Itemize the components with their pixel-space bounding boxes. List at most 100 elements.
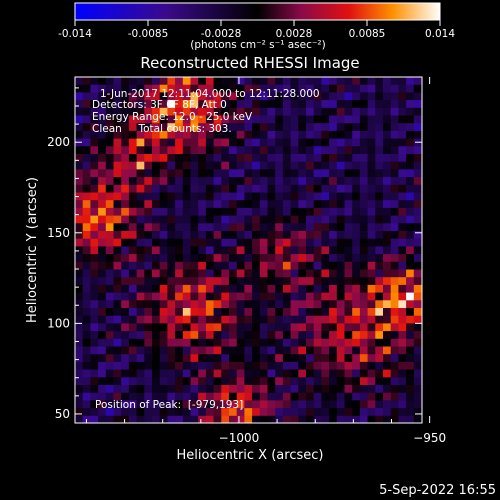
heatmap-cell xyxy=(406,392,415,401)
heatmap-cell xyxy=(267,115,276,124)
heatmap-cell xyxy=(75,154,83,162)
heatmap-cell xyxy=(252,408,261,417)
heatmap-cell xyxy=(159,415,168,423)
heatmap-cell xyxy=(352,277,361,286)
heatmap-cell xyxy=(82,323,91,332)
heatmap-cell xyxy=(105,392,114,401)
heatmap-cell xyxy=(221,369,230,378)
heatmap-cell xyxy=(229,169,237,178)
heatmap-cell xyxy=(375,92,384,101)
heatmap-cell xyxy=(398,269,407,278)
heatmap-cell xyxy=(367,100,376,109)
heatmap-cell xyxy=(390,354,399,363)
heatmap-cell xyxy=(290,92,299,101)
heatmap-cell xyxy=(252,177,261,186)
heatmap-cell xyxy=(329,238,338,247)
heatmap-cell xyxy=(367,369,376,378)
heatmap-cell xyxy=(359,184,368,193)
heatmap-cell xyxy=(198,369,207,378)
heatmap-cell xyxy=(175,115,184,124)
heatmap-cell xyxy=(390,385,399,393)
heatmap-cell xyxy=(390,369,399,378)
heatmap-cell xyxy=(221,323,230,332)
heatmap-cell xyxy=(213,107,222,116)
heatmap-cell xyxy=(398,392,407,401)
heatmap-cell xyxy=(229,246,237,255)
heatmap-cell xyxy=(383,361,391,370)
heatmap-cell xyxy=(321,146,330,155)
heatmap-cell xyxy=(406,300,415,309)
heatmap-cell xyxy=(398,115,407,124)
heatmap-cell xyxy=(375,392,384,401)
heatmap-cell xyxy=(98,408,107,417)
annotation-peak: Position of Peak: [-979,193] xyxy=(95,399,243,411)
heatmap-cell xyxy=(98,107,107,116)
heatmap-cell xyxy=(182,184,191,193)
heatmap-cell xyxy=(375,346,384,355)
heatmap-cell xyxy=(213,308,222,316)
heatmap-cell xyxy=(290,77,299,85)
heatmap-cell xyxy=(144,215,153,224)
heatmap-cell xyxy=(282,177,291,186)
heatmap-cell xyxy=(267,408,276,417)
heatmap-cell xyxy=(306,77,314,85)
heatmap-cell xyxy=(159,130,168,139)
heatmap-cell xyxy=(144,354,153,363)
heatmap-cell xyxy=(229,261,237,270)
heatmap-cell xyxy=(175,123,184,132)
heatmap-cell xyxy=(159,84,168,93)
heatmap-cell xyxy=(82,261,91,270)
heatmap-cell xyxy=(221,146,230,155)
heatmap-cell xyxy=(175,261,184,270)
heatmap-cell xyxy=(259,84,268,93)
heatmap-cell xyxy=(144,346,153,355)
heatmap-cell xyxy=(128,200,137,209)
heatmap-cell xyxy=(167,392,176,401)
heatmap-cell xyxy=(352,184,361,193)
heatmap-cell xyxy=(282,377,291,386)
heatmap-cell xyxy=(221,215,230,224)
heatmap-cell xyxy=(252,246,261,255)
heatmap-cell xyxy=(336,346,345,355)
heatmap-cell xyxy=(336,408,345,417)
heatmap-cell xyxy=(313,223,322,232)
heatmap-cell xyxy=(213,361,222,370)
heatmap-cell xyxy=(321,154,330,162)
heatmap-cell xyxy=(144,315,153,324)
heatmap-cell xyxy=(282,254,291,263)
heatmap-cell xyxy=(182,123,191,132)
heatmap-cell xyxy=(275,377,284,386)
heatmap-cell xyxy=(182,338,191,347)
heatmap-cell xyxy=(113,192,122,201)
heatmap-cell xyxy=(275,231,284,239)
heatmap-cell xyxy=(406,261,415,270)
heatmap-cell xyxy=(98,338,107,347)
heatmap-cell xyxy=(282,100,291,109)
heatmap-cell xyxy=(205,346,214,355)
heatmap-cell xyxy=(90,184,99,193)
heatmap-cell xyxy=(159,161,168,170)
heatmap-cell xyxy=(267,192,276,201)
heatmap-cell xyxy=(159,361,168,370)
heatmap-cell xyxy=(367,223,376,232)
heatmap-cell xyxy=(352,77,361,85)
heatmap-cell xyxy=(413,392,422,401)
heatmap-cell xyxy=(152,277,160,286)
heatmap-cell xyxy=(182,377,191,386)
heatmap-cell xyxy=(75,361,83,370)
heatmap-cell xyxy=(244,246,253,255)
heatmap-cell xyxy=(167,254,176,263)
heatmap-cell xyxy=(90,323,99,332)
heatmap-cell xyxy=(413,107,422,116)
heatmap-cell xyxy=(344,231,353,239)
heatmap-cell xyxy=(167,261,176,270)
heatmap-cell xyxy=(121,254,130,263)
heatmap-cell xyxy=(352,231,361,239)
heatmap-cell xyxy=(306,215,314,224)
heatmap-cell xyxy=(175,400,184,409)
heatmap-cell xyxy=(321,169,330,178)
heatmap-cell xyxy=(421,130,422,139)
heatmap-cell xyxy=(306,138,314,147)
heatmap-cell xyxy=(229,184,237,193)
heatmap-cell xyxy=(205,269,214,278)
